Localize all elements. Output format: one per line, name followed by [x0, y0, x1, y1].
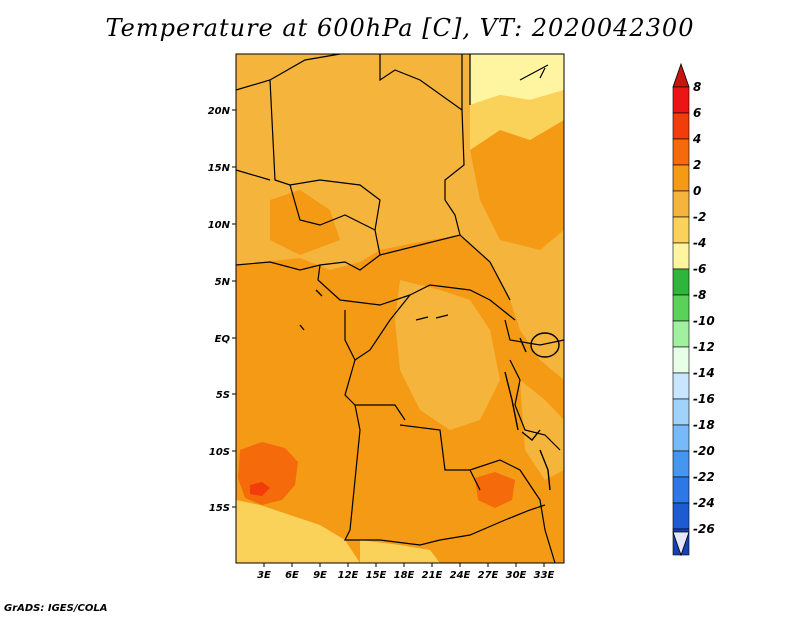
colorbar-swatch: [672, 346, 690, 374]
colorbar-swatch: [672, 164, 690, 192]
colorbar-label: 2: [693, 158, 701, 172]
lat-label: 20N: [208, 106, 231, 117]
colorbar-swatch: [672, 450, 690, 478]
temperature-field-0-2-east: [520, 380, 564, 480]
colorbar-label: -10: [693, 314, 715, 328]
grads-credit: GrADS: IGES/COLA: [4, 603, 108, 614]
colorbar-label: -20: [693, 444, 715, 458]
lon-label: 18E: [394, 570, 415, 581]
colorbar-label: -6: [693, 262, 706, 276]
latitude-ticks: [232, 109, 236, 508]
lon-label: 15E: [366, 570, 387, 581]
plot-title: Temperature at 600hPa [C], VT: 202004230…: [105, 14, 695, 42]
lon-label: 3E: [257, 570, 271, 581]
lon-label: 6E: [285, 570, 299, 581]
colorbar-swatch: [672, 112, 690, 140]
lon-label: 21E: [422, 570, 443, 581]
temperature-field-neg2-0-north-east-band: [470, 90, 564, 150]
lon-label: 24E: [450, 570, 471, 581]
colorbar-swatch: [672, 476, 690, 504]
colorbar-top-arrow: [672, 62, 690, 88]
temperature-field-0-2-center: [395, 280, 500, 430]
temperature-field-neg2-0-south: [236, 500, 360, 563]
latitude-labels: 20N 15N 10N 5N EQ 5S 10S 15S: [208, 106, 231, 514]
colorbar-label: -16: [693, 392, 715, 406]
lake-outlines: [299, 289, 560, 491]
temperature-field-4-6-southeast: [475, 472, 515, 508]
colorbar-bottom-arrow: [672, 531, 690, 557]
lat-label: EQ: [215, 334, 231, 345]
colorbar: 8 6 4 2 0 -2 -4 -6 -8 -10 -12 -14 -16 -18 -20 -22 -24 -26: [672, 62, 715, 557]
lat-label: 15S: [209, 503, 230, 514]
lat-label: 5S: [216, 390, 230, 401]
lat-label: 10N: [208, 220, 231, 231]
lat-label: 5N: [215, 277, 231, 288]
colorbar-swatch: [672, 86, 690, 114]
colorbar-swatch: [672, 242, 690, 270]
colorbar-label: -24: [693, 496, 715, 510]
colorbar-label: 4: [692, 132, 701, 146]
colorbar-swatch: [672, 216, 690, 244]
colorbar-label: -14: [693, 366, 715, 380]
colorbar-swatch: [672, 138, 690, 166]
colorbar-swatch: [672, 502, 690, 530]
colorbar-label: 8: [693, 80, 701, 94]
colorbar-label: -26: [693, 522, 715, 536]
lon-label: 27E: [478, 570, 499, 581]
colorbar-label: -8: [693, 288, 706, 302]
colorbar-swatch: [672, 424, 690, 452]
lat-label: 10S: [209, 447, 230, 458]
colorbar-swatch: [672, 398, 690, 426]
colorbar-swatch: [672, 320, 690, 348]
temperature-field-2-4-west: [270, 190, 340, 255]
lon-label: 30E: [506, 570, 527, 581]
map-frame: [235, 53, 565, 564]
temperature-field-neg2-0-north-east: [470, 54, 564, 105]
longitude-labels: 3E 6E 9E 12E 15E 18E 21E 24E 27E 30E 33E: [257, 570, 554, 581]
lon-label: 9E: [313, 570, 327, 581]
colorbar-swatch: [672, 294, 690, 322]
country-borders: [235, 53, 565, 564]
colorbar-label: -2: [693, 210, 706, 224]
colorbar-swatch: [672, 372, 690, 400]
colorbar-label: -18: [693, 418, 715, 432]
temperature-field-2-4-north: [470, 120, 564, 250]
lon-label: 12E: [338, 570, 359, 581]
map-panel: 20N 15N 10N 5N EQ 5S 10S 15S 3E 6E 9E: [208, 53, 565, 581]
colorbar-swatch: [672, 268, 690, 296]
temperature-field-6-8-spot: [250, 482, 270, 496]
colorbar-label: 0: [693, 184, 701, 198]
colorbar-swatch: [672, 190, 690, 218]
longitude-ticks: [263, 563, 545, 567]
lon-label: 33E: [534, 570, 555, 581]
temperature-field-neg2-0-south-east: [360, 540, 440, 563]
lat-label: 15N: [208, 163, 231, 174]
colorbar-label: -22: [693, 470, 715, 484]
colorbar-label: -4: [693, 236, 706, 250]
colorbar-label: 6: [693, 106, 701, 120]
colorbar-label: -12: [693, 340, 715, 354]
